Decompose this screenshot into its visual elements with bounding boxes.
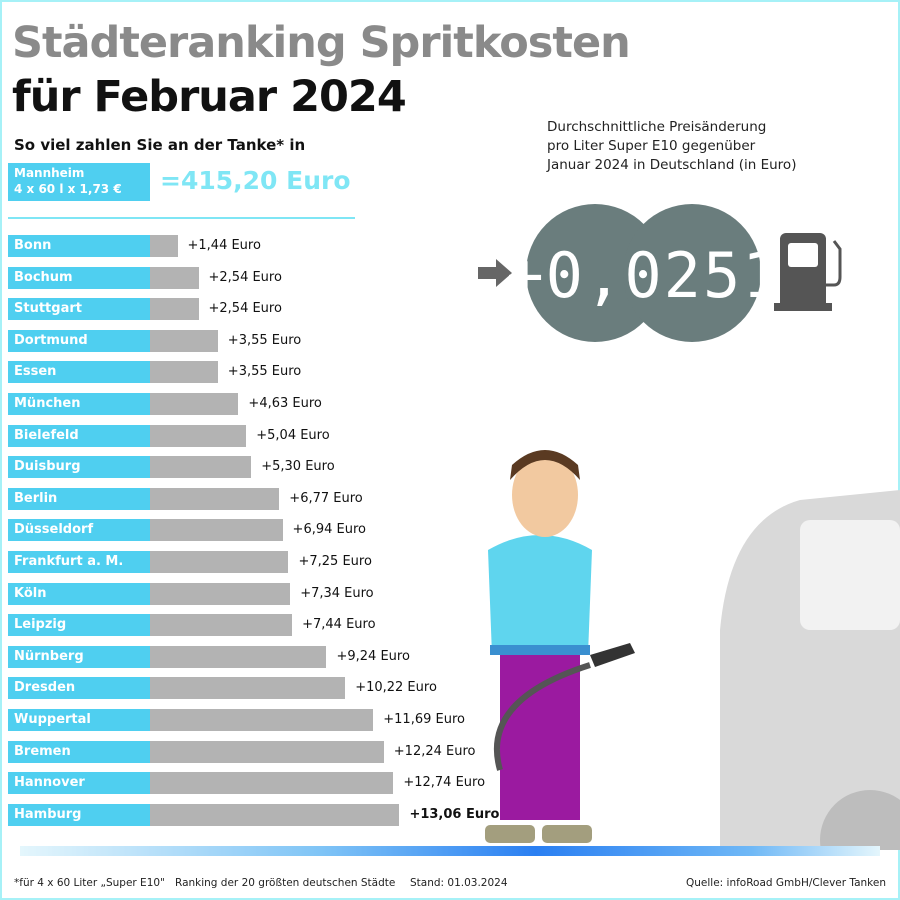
city-label: Köln bbox=[8, 582, 150, 605]
bar bbox=[150, 582, 291, 605]
value-label: +9,24 Euro bbox=[336, 648, 410, 664]
footer-note: *für 4 x 60 Liter „Super E10" bbox=[14, 877, 165, 889]
city-label: Dresden bbox=[8, 677, 150, 700]
footer-date: Stand: 01.03.2024 bbox=[410, 877, 508, 889]
city-label: Frankfurt a. M. bbox=[8, 551, 150, 573]
footer-source: Quelle: infoRoad GmbH/Clever Tanken bbox=[685, 877, 886, 889]
city-label: Nürnberg bbox=[8, 645, 150, 668]
value-label: +7,34 Euro bbox=[300, 585, 374, 601]
value-label: +13,06 Euro bbox=[409, 806, 500, 822]
value-label: +2,54 Euro bbox=[208, 301, 282, 317]
desc-line: pro Liter Super E10 gegenüber bbox=[547, 138, 756, 154]
bar bbox=[150, 645, 327, 668]
bar bbox=[150, 614, 293, 637]
city-label: Essen bbox=[8, 361, 150, 384]
price-change-value: +0,0251 bbox=[506, 239, 781, 312]
reference-total: =415,20 Euro bbox=[160, 166, 351, 195]
bar bbox=[150, 677, 346, 700]
value-label: +7,25 Euro bbox=[298, 554, 372, 569]
bar bbox=[150, 551, 289, 573]
title-line-1: Städteranking Spritkosten bbox=[12, 18, 631, 68]
price-display: +0,0251 bbox=[478, 204, 842, 342]
price-change-description: Durchschnittliche Preisänderung pro Lite… bbox=[547, 118, 796, 175]
city-label: Bochum bbox=[8, 266, 150, 289]
ground-strip bbox=[20, 846, 880, 856]
city-label: Hannover bbox=[8, 772, 150, 795]
city-label: Bonn bbox=[8, 235, 150, 257]
bar bbox=[150, 266, 199, 289]
desc-line: Durchschnittliche Preisänderung bbox=[547, 119, 767, 135]
fuel-pump-icon bbox=[774, 233, 842, 311]
bar bbox=[150, 803, 400, 826]
divider bbox=[8, 217, 355, 219]
bar bbox=[150, 235, 178, 257]
arrow-icon bbox=[478, 259, 512, 287]
value-label: +12,74 Euro bbox=[403, 775, 486, 791]
value-label: +12,24 Euro bbox=[393, 743, 476, 759]
bar bbox=[150, 772, 394, 795]
display-circle-right bbox=[623, 204, 761, 342]
person-illustration bbox=[485, 450, 635, 843]
bar bbox=[150, 424, 247, 447]
footer-ranking: Ranking der 20 größten deutschen Städte bbox=[175, 877, 396, 889]
bar bbox=[150, 329, 218, 352]
title-line-2: für Februar 2024 bbox=[12, 72, 407, 122]
reference-box: Mannheim 4 x 60 l x 1,73 € bbox=[8, 163, 150, 201]
city-label: Bielefeld bbox=[8, 424, 150, 447]
city-label: Wuppertal bbox=[8, 709, 150, 731]
city-label: Dortmund bbox=[8, 329, 150, 352]
illustration bbox=[485, 450, 900, 850]
value-label: +7,44 Euro bbox=[302, 617, 376, 633]
bar bbox=[150, 487, 280, 510]
value-label: +6,94 Euro bbox=[292, 522, 366, 538]
value-label: +10,22 Euro bbox=[355, 680, 437, 696]
bar bbox=[150, 709, 374, 731]
city-label: Stuttgart bbox=[8, 298, 150, 321]
bar bbox=[150, 298, 199, 321]
value-label: +3,55 Euro bbox=[227, 364, 302, 380]
value-label: +11,69 Euro bbox=[383, 712, 465, 727]
car-illustration bbox=[720, 490, 900, 850]
city-label: München bbox=[8, 393, 150, 415]
bar bbox=[150, 519, 283, 542]
bar bbox=[150, 456, 252, 479]
bar bbox=[150, 393, 239, 415]
value-label: +4,63 Euro bbox=[248, 396, 322, 411]
reference-formula: 4 x 60 l x 1,73 € bbox=[14, 182, 122, 196]
bar bbox=[150, 361, 218, 384]
value-label: +6,77 Euro bbox=[289, 490, 363, 506]
value-label: +3,55 Euro bbox=[227, 332, 302, 348]
value-label: +2,54 Euro bbox=[208, 269, 282, 285]
city-label: Düsseldorf bbox=[8, 519, 150, 542]
reference-city: Mannheim bbox=[14, 166, 85, 180]
city-label: Duisburg bbox=[8, 456, 150, 479]
value-label: +5,30 Euro bbox=[261, 459, 335, 475]
display-circle-left bbox=[526, 204, 664, 342]
value-label: +1,44 Euro bbox=[187, 238, 261, 253]
city-label: Berlin bbox=[8, 487, 150, 510]
value-label: +5,04 Euro bbox=[256, 427, 330, 443]
subtitle: So viel zahlen Sie an der Tanke* in bbox=[14, 136, 306, 154]
desc-line: Januar 2024 in Deutschland (in Euro) bbox=[547, 157, 797, 173]
city-label: Hamburg bbox=[8, 803, 150, 826]
city-label: Bremen bbox=[8, 740, 150, 763]
bar bbox=[150, 740, 384, 763]
city-label: Leipzig bbox=[8, 614, 150, 637]
